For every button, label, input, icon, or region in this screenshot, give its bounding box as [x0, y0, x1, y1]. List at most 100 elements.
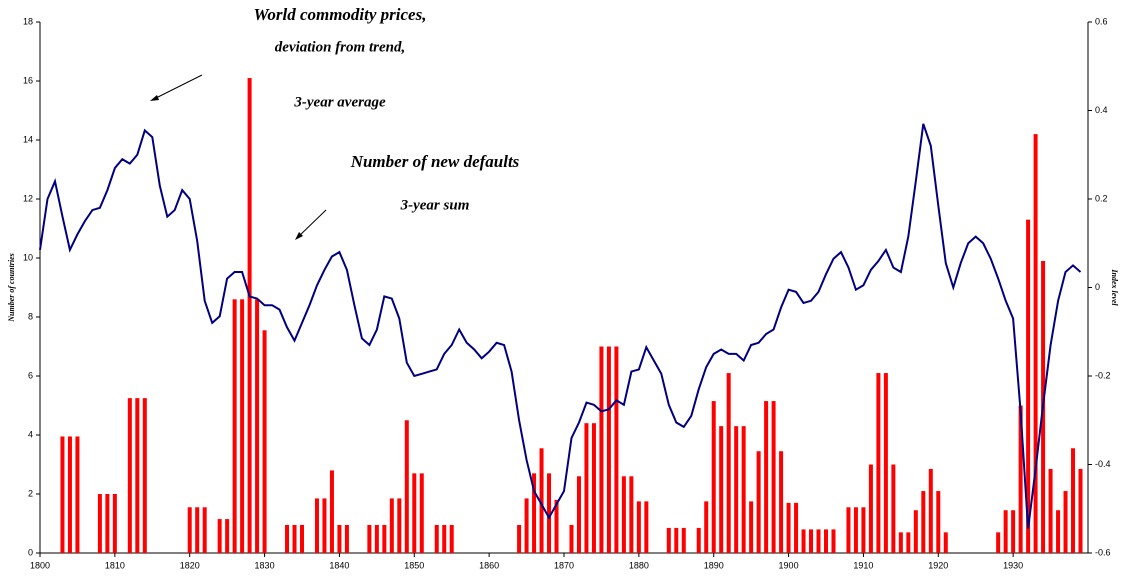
x-tick-label: 1910: [853, 560, 873, 570]
bar: [749, 501, 754, 553]
y2-tick-label: 0: [1095, 282, 1100, 292]
bar: [105, 494, 110, 553]
y2-tick-label: -0.6: [1095, 547, 1111, 557]
bar: [217, 519, 222, 553]
x-tick-label: 1850: [404, 560, 424, 570]
bar: [404, 420, 409, 553]
bar: [734, 426, 739, 553]
bar: [547, 473, 552, 553]
bar: [442, 524, 447, 553]
bar: [225, 519, 230, 553]
bar: [97, 494, 102, 553]
y-tick-label: 2: [28, 488, 33, 498]
bar: [726, 373, 731, 553]
bar: [240, 299, 245, 553]
arrow-head: [150, 95, 159, 101]
bar: [876, 373, 881, 553]
bar: [913, 510, 918, 553]
bar: [1033, 134, 1038, 553]
bar: [996, 532, 1001, 553]
bar: [292, 524, 297, 553]
bar: [329, 470, 334, 553]
bar: [397, 498, 402, 553]
bar: [367, 524, 372, 553]
bar: [67, 436, 72, 553]
bar: [853, 507, 858, 553]
x-tick-label: 1900: [779, 560, 799, 570]
y-tick-label: 6: [28, 370, 33, 380]
x-tick-label: 1810: [105, 560, 125, 570]
x-tick-label: 1880: [629, 560, 649, 570]
bar: [142, 398, 147, 553]
bar: [779, 451, 784, 553]
annotation: Number of new defaults: [350, 152, 520, 171]
bar: [1071, 448, 1076, 553]
bar: [1063, 491, 1068, 553]
bar: [928, 468, 933, 553]
bar: [674, 527, 679, 553]
bar: [449, 524, 454, 553]
bar: [1011, 510, 1016, 553]
bar: [666, 527, 671, 553]
bar: [60, 436, 65, 553]
bar: [711, 401, 716, 553]
bar: [1056, 510, 1061, 553]
bar: [584, 423, 589, 553]
bar: [801, 529, 806, 553]
x-tick-label: 1800: [30, 560, 50, 570]
bar: [831, 529, 836, 553]
bar: [382, 524, 387, 553]
bar: [554, 499, 559, 553]
y2-tick-label: 0.6: [1095, 16, 1108, 26]
bar: [262, 330, 267, 553]
bar: [868, 464, 873, 553]
bar: [539, 448, 544, 553]
bar: [374, 524, 379, 553]
bar: [898, 532, 903, 553]
bar: [794, 502, 799, 553]
bar: [112, 494, 117, 553]
bar: [681, 527, 686, 553]
bar: [1026, 219, 1031, 553]
y2-tick-label: -0.2: [1095, 370, 1111, 380]
bar: [524, 498, 529, 553]
bar: [883, 373, 888, 553]
bar: [412, 473, 417, 553]
bar: [719, 426, 724, 553]
y-tick-label: 12: [23, 193, 33, 203]
x-tick-label: 1830: [255, 560, 275, 570]
bar: [629, 476, 634, 553]
y-tick-label: 16: [23, 75, 33, 85]
bar: [285, 524, 290, 553]
bar: [75, 436, 80, 553]
bar: [344, 524, 349, 553]
bar: [636, 501, 641, 553]
bar: [591, 423, 596, 553]
bar: [195, 507, 200, 553]
bar: [1018, 405, 1023, 553]
bar: [434, 524, 439, 553]
bar: [569, 524, 574, 553]
y-tick-label: 4: [28, 429, 33, 439]
y-tick-label: 14: [23, 134, 33, 144]
x-tick-label: 1820: [180, 560, 200, 570]
y-tick-label: 10: [23, 252, 33, 262]
x-tick-label: 1840: [329, 560, 349, 570]
x-tick-label: 1930: [1003, 560, 1023, 570]
arrow: [296, 209, 327, 239]
bar: [1078, 468, 1083, 553]
bar: [314, 498, 319, 553]
bar: [621, 476, 626, 553]
bar: [846, 507, 851, 553]
bar: [771, 401, 776, 553]
bar: [891, 464, 896, 553]
annotation: 3-year sum: [400, 197, 470, 213]
bar: [606, 346, 611, 553]
bar: [809, 529, 814, 553]
bar: [861, 507, 866, 553]
bar: [255, 299, 260, 553]
y-tick-label: 8: [28, 311, 33, 321]
y2-tick-label: -0.4: [1095, 459, 1111, 469]
y2-tick-label: 0.4: [1095, 105, 1108, 115]
bar: [187, 507, 192, 553]
